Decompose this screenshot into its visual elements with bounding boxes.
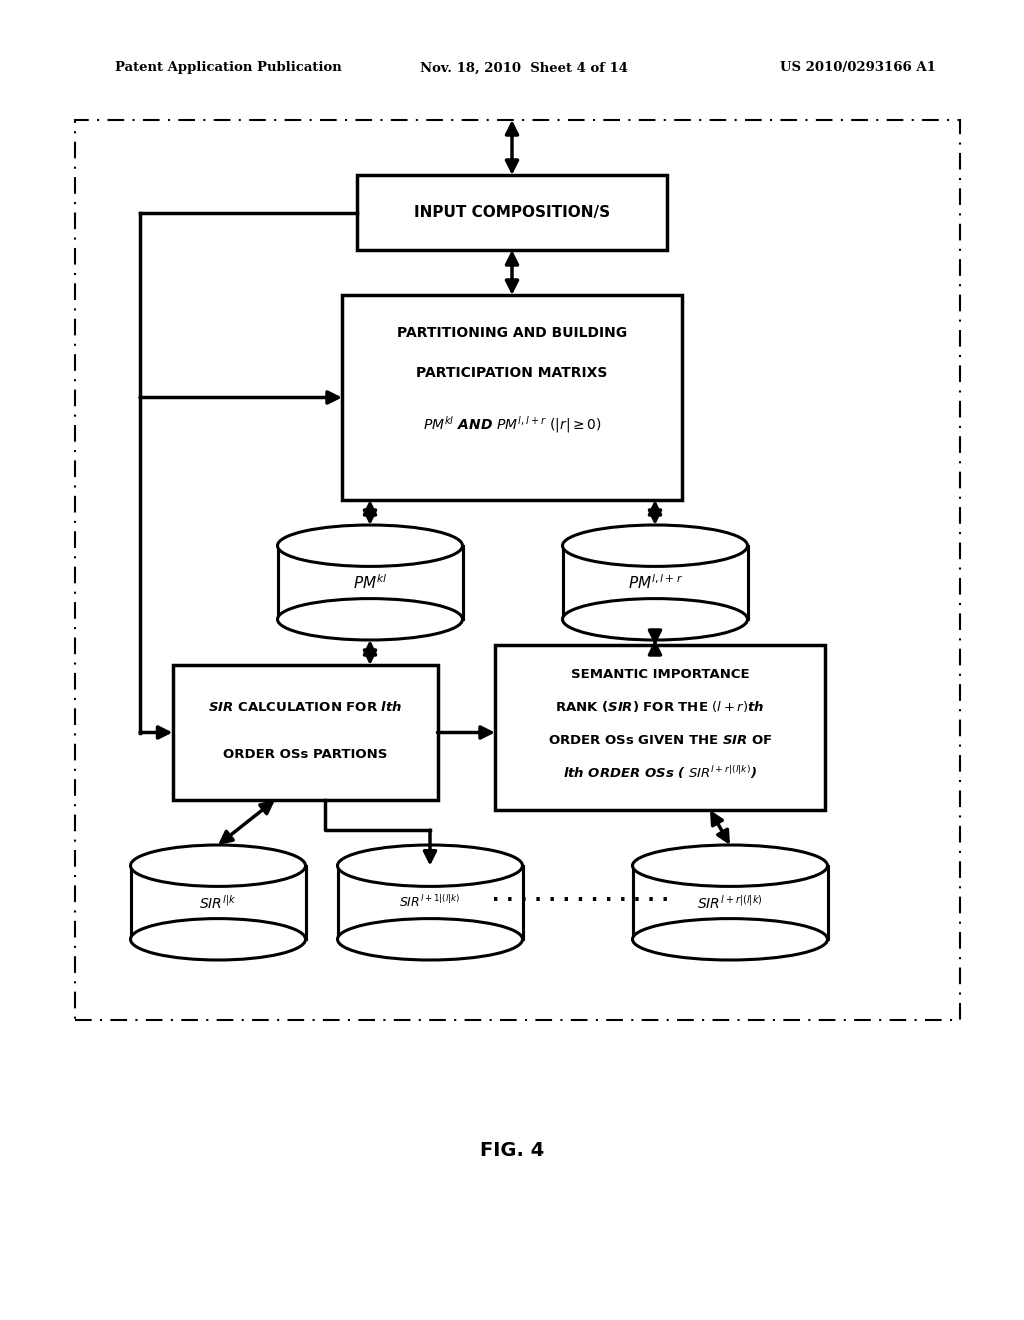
- Ellipse shape: [562, 525, 748, 566]
- Text: $SIR^{l+1|(l|k)}$: $SIR^{l+1|(l|k)}$: [399, 895, 461, 911]
- Ellipse shape: [338, 845, 522, 887]
- Text: ORDER OSs PARTIONS: ORDER OSs PARTIONS: [223, 748, 387, 762]
- Bar: [75, 120, 961, 1020]
- Text: $SIR^{l+r|(l|k)}$: $SIR^{l+r|(l|k)}$: [697, 894, 763, 911]
- Text: · · · · · · · · · · · · ·: · · · · · · · · · · · · ·: [492, 891, 669, 909]
- Ellipse shape: [633, 919, 827, 960]
- Text: $\bfit{SIR}$ CALCULATION FOR $\bfit{lth}$: $\bfit{SIR}$ CALCULATION FOR $\bfit{lth}…: [208, 700, 402, 714]
- Text: ORDER OSs GIVEN THE $\bfit{SIR}$ OF: ORDER OSs GIVEN THE $\bfit{SIR}$ OF: [548, 734, 772, 747]
- Text: $PM^{kl}$ AND $PM^{l,l+r}$ $(|r|\geq 0)$: $PM^{kl}$ AND $PM^{l,l+r}$ $(|r|\geq 0)$: [423, 414, 601, 436]
- Text: FIG. 4: FIG. 4: [480, 1140, 544, 1159]
- Bar: [495, 645, 825, 810]
- Text: $SIR^{l|k}$: $SIR^{l|k}$: [200, 894, 237, 911]
- Ellipse shape: [278, 525, 463, 566]
- Ellipse shape: [130, 845, 305, 887]
- Text: PARTITIONING AND BUILDING: PARTITIONING AND BUILDING: [397, 326, 627, 341]
- Bar: [357, 176, 667, 249]
- Bar: [172, 665, 437, 800]
- Text: US 2010/0293166 A1: US 2010/0293166 A1: [780, 62, 936, 74]
- Ellipse shape: [633, 845, 827, 887]
- Ellipse shape: [130, 919, 305, 960]
- Text: $PM^{kl}$: $PM^{kl}$: [352, 573, 387, 591]
- Text: PARTICIPATION MATRIXS: PARTICIPATION MATRIXS: [417, 366, 607, 380]
- Bar: [338, 866, 522, 940]
- Bar: [130, 866, 305, 940]
- Ellipse shape: [338, 919, 522, 960]
- Text: RANK ($\bfit{SIR}$) FOR THE $(l+r)\bfit{th}$: RANK ($\bfit{SIR}$) FOR THE $(l+r)\bfit{…: [555, 700, 765, 714]
- Text: SEMANTIC IMPORTANCE: SEMANTIC IMPORTANCE: [570, 668, 750, 681]
- Ellipse shape: [562, 598, 748, 640]
- Bar: [633, 866, 827, 940]
- Text: $\bfit{lth}$ ORDER OSs ( $SIR^{l+r|(l|k)}$): $\bfit{lth}$ ORDER OSs ( $SIR^{l+r|(l|k)…: [563, 764, 757, 781]
- Text: $PM^{l,l+r}$: $PM^{l,l+r}$: [628, 573, 682, 591]
- Ellipse shape: [278, 598, 463, 640]
- Bar: [342, 294, 682, 500]
- Bar: [562, 545, 748, 619]
- Bar: [278, 545, 463, 619]
- Text: Patent Application Publication: Patent Application Publication: [115, 62, 342, 74]
- Text: Nov. 18, 2010  Sheet 4 of 14: Nov. 18, 2010 Sheet 4 of 14: [420, 62, 628, 74]
- Text: INPUT COMPOSITION/S: INPUT COMPOSITION/S: [414, 205, 610, 220]
